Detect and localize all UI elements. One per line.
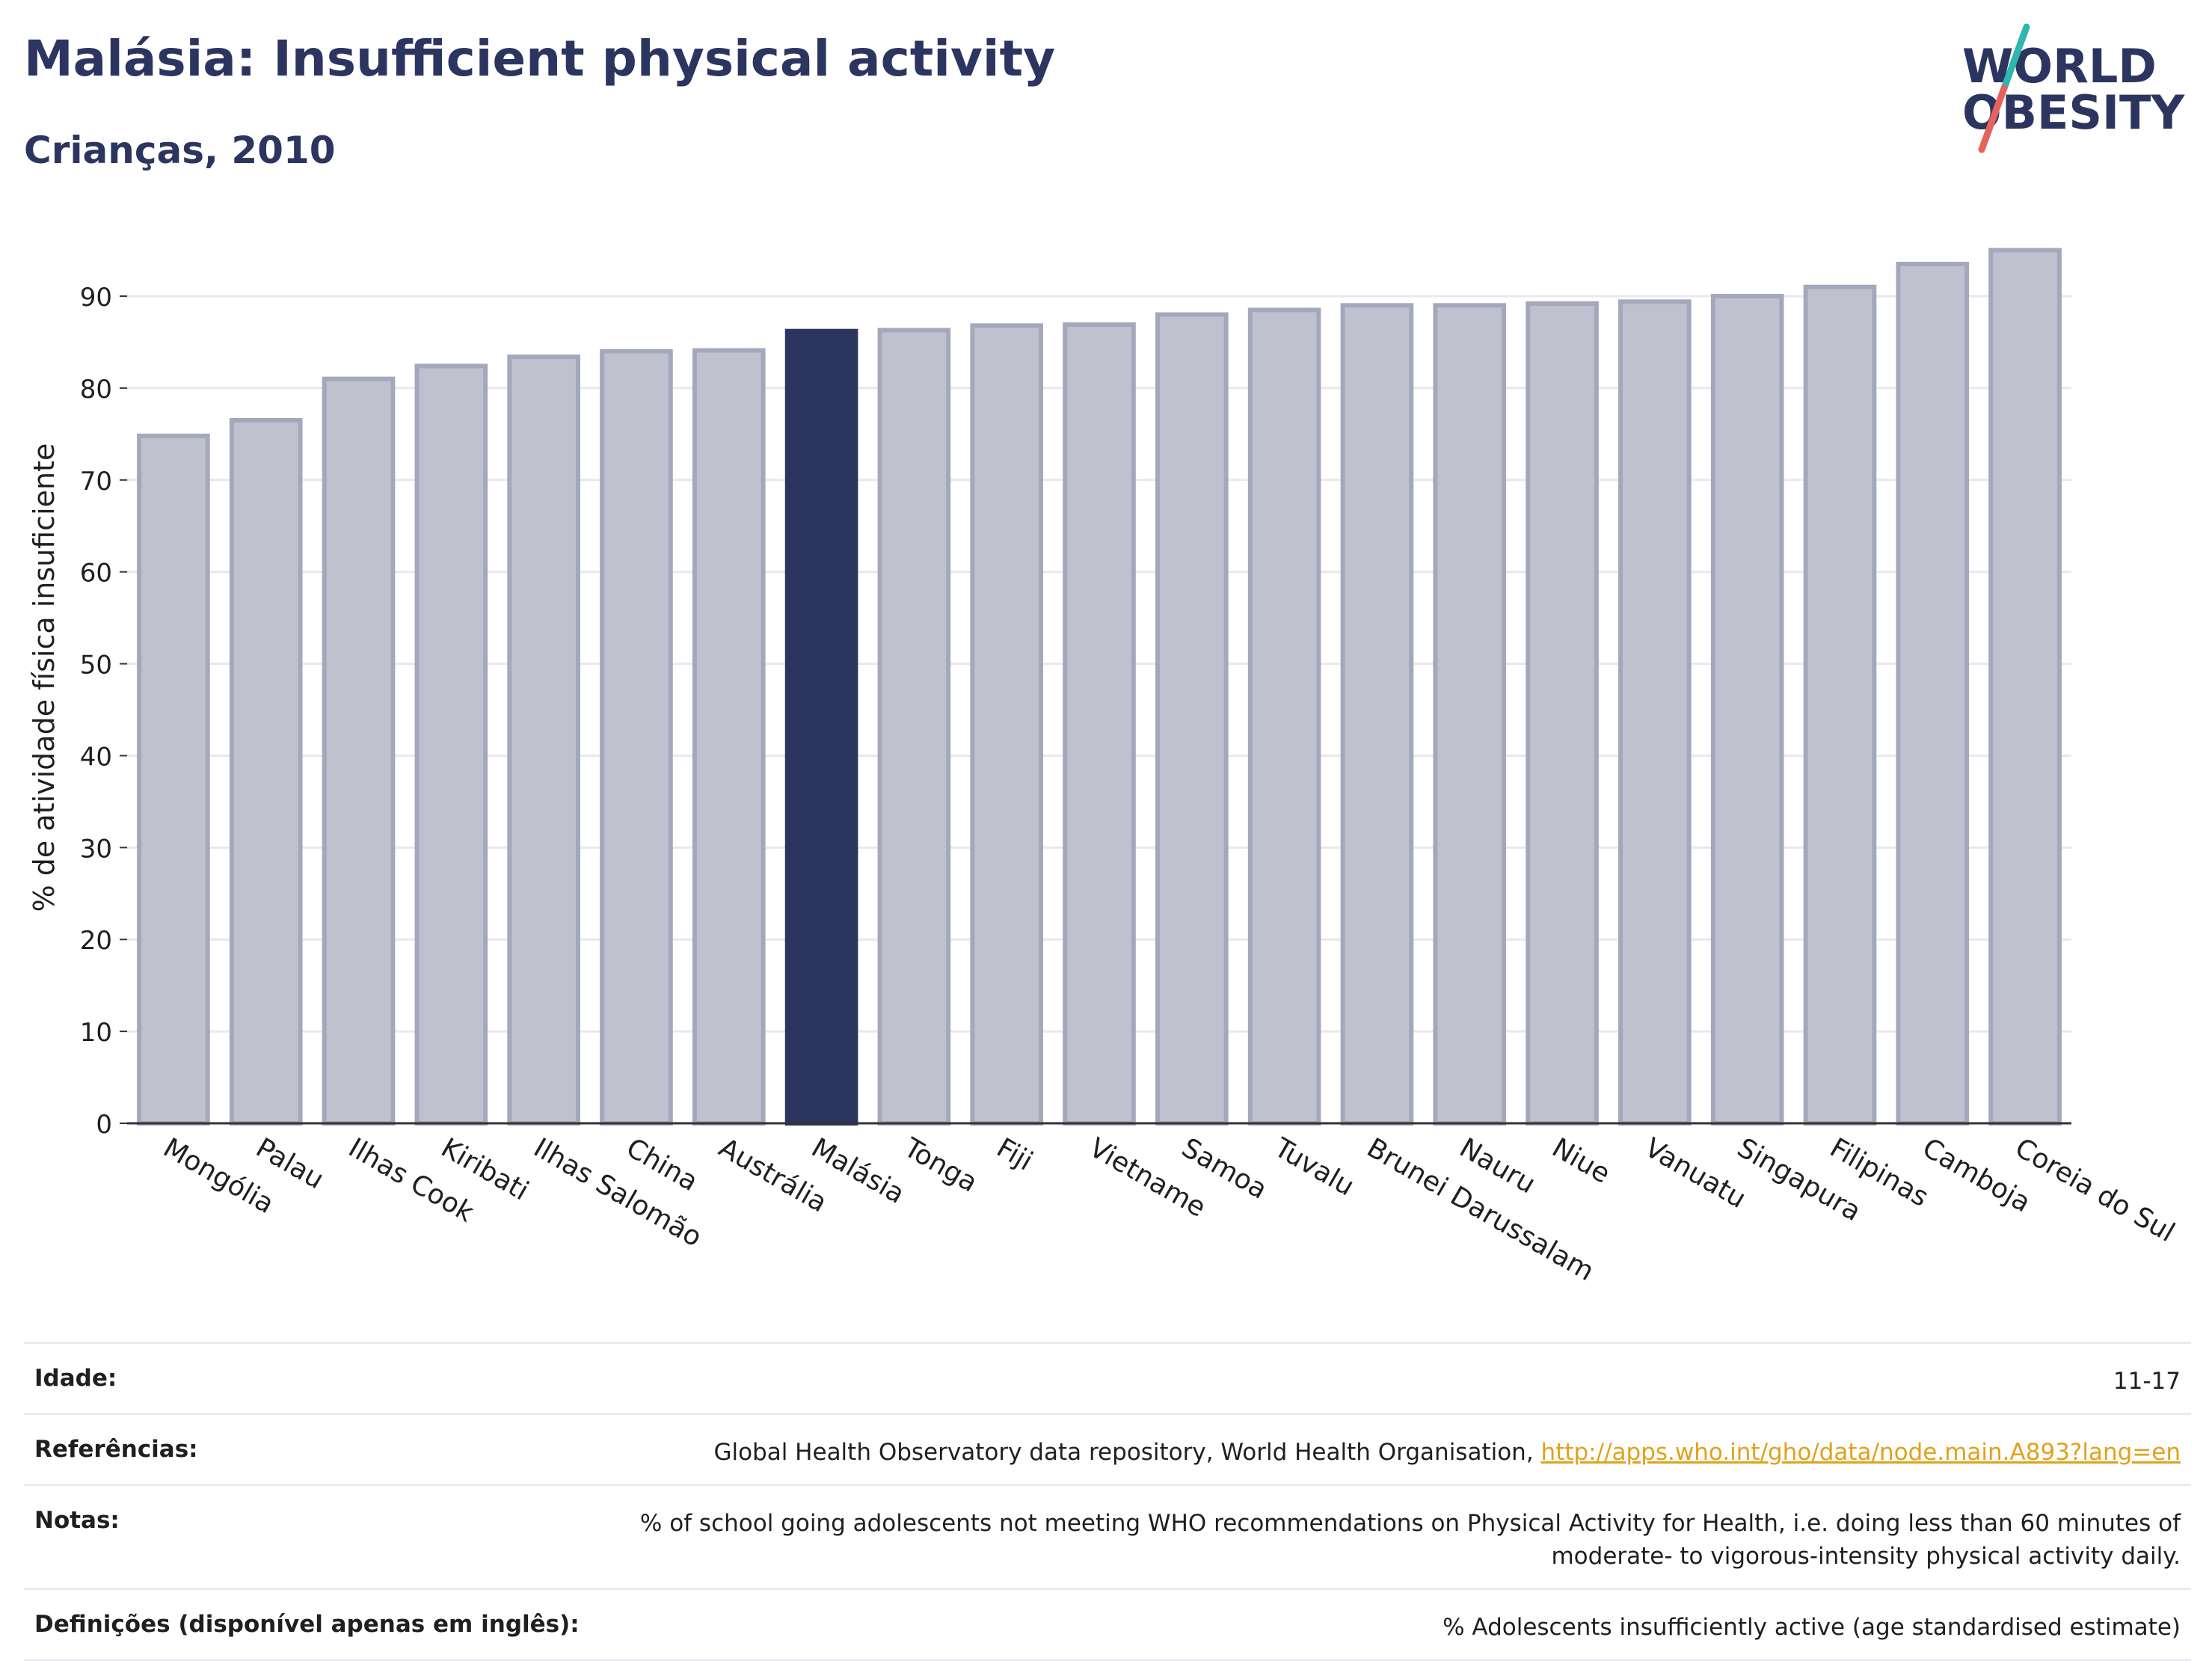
logo-text-world: WORLD (1962, 39, 2157, 93)
bar-singapura[interactable] (1710, 294, 1784, 1126)
y-tick-label: 70 (80, 467, 112, 497)
y-tick-label: 20 (80, 926, 112, 956)
y-tick-label: 30 (80, 834, 112, 864)
references-label: Referências: (34, 1436, 198, 1463)
world-obesity-logo[interactable]: WORLD OBESITY (1928, 0, 2212, 172)
references-value: Global Health Observatory data repositor… (713, 1436, 2181, 1469)
x-tick-label: Coreia do Sul (2010, 1132, 2180, 1248)
bar-camboja[interactable] (1896, 262, 1970, 1126)
bar-niue[interactable] (1526, 301, 1599, 1126)
meta-row-references: Referências: Global Health Observatory d… (24, 1413, 2191, 1484)
bar-ilhas-cook[interactable] (322, 376, 396, 1126)
bar-coreia-do-sul[interactable] (1988, 248, 2062, 1126)
bar-filipinas[interactable] (1803, 284, 1877, 1126)
y-tick-label: 40 (80, 742, 112, 772)
x-tick-label: Fiji (992, 1132, 1038, 1177)
bar-vietname[interactable] (1063, 322, 1136, 1126)
y-tick-label: 80 (80, 375, 112, 405)
bar-mongólia[interactable] (137, 433, 210, 1126)
meta-row-definitions: Definições (disponível apenas em inglês)… (24, 1588, 2191, 1661)
bar-vanuatu[interactable] (1618, 299, 1692, 1126)
notes-line-2: moderate- to vigorous-intensity physical… (1551, 1543, 2181, 1570)
chart-subtitle: Crianças, 2010 (24, 129, 336, 172)
notes-line-1: % of school going adolescents not meetin… (639, 1510, 2181, 1537)
y-axis-ticks: 0 10 20 30 40 50 60 70 80 90 (80, 283, 127, 1140)
x-tick-label: Vanuatu (1639, 1132, 1751, 1215)
bar-nauru[interactable] (1433, 303, 1507, 1126)
bar-ilhas-salomão[interactable] (507, 354, 580, 1126)
logo-slash-teal (2000, 23, 2030, 92)
bar-austrália[interactable] (692, 348, 766, 1126)
bar-tuvalu[interactable] (1247, 307, 1321, 1126)
bar-brunei-darussalam[interactable] (1340, 303, 1414, 1126)
bar-kiribati[interactable] (414, 363, 488, 1126)
x-tick-label: Niue (1547, 1132, 1615, 1189)
y-tick-label: 0 (96, 1110, 112, 1140)
bar-samoa[interactable] (1155, 312, 1229, 1126)
y-tick-label: 50 (80, 651, 112, 681)
references-text: Global Health Observatory data repositor… (713, 1439, 1534, 1466)
meta-row-notes: Notas: % of school going adolescents not… (24, 1484, 2191, 1588)
chart-title: Malásia: Insufficient physical activity (24, 30, 1056, 87)
meta-row-age: Idade: 11-17 (24, 1342, 2191, 1413)
references-link[interactable]: http://apps.who.int/gho/data/node.main.A… (1540, 1439, 2181, 1466)
y-tick-label: 10 (80, 1018, 112, 1048)
bar-fiji[interactable] (970, 323, 1044, 1126)
age-value: 11-17 (2113, 1368, 2181, 1395)
definitions-value: % Adolescents insufficiently active (age… (1443, 1614, 2181, 1641)
notes-label: Notas: (34, 1507, 120, 1534)
y-tick-label: 60 (80, 559, 112, 589)
x-tick-label: Tonga (898, 1132, 983, 1199)
bar-tonga[interactable] (877, 328, 951, 1126)
logo-slash-coral (1978, 85, 2008, 153)
bar-malásia[interactable] (784, 328, 858, 1126)
metadata-table: Idade: 11-17 Referências: Global Health … (24, 1342, 2191, 1661)
y-axis-title: % de atividade física insuficiente (28, 443, 61, 912)
x-tick-label: Tuvalu (1268, 1132, 1359, 1203)
bar-china[interactable] (600, 349, 673, 1126)
y-tick-label: 90 (80, 283, 112, 313)
age-label: Idade: (34, 1365, 117, 1392)
bars (137, 248, 2062, 1126)
bar-palau[interactable] (229, 417, 303, 1126)
notes-value: % of school going adolescents not meetin… (640, 1507, 2181, 1573)
definitions-label: Definições (disponível apenas em inglês)… (34, 1611, 580, 1638)
